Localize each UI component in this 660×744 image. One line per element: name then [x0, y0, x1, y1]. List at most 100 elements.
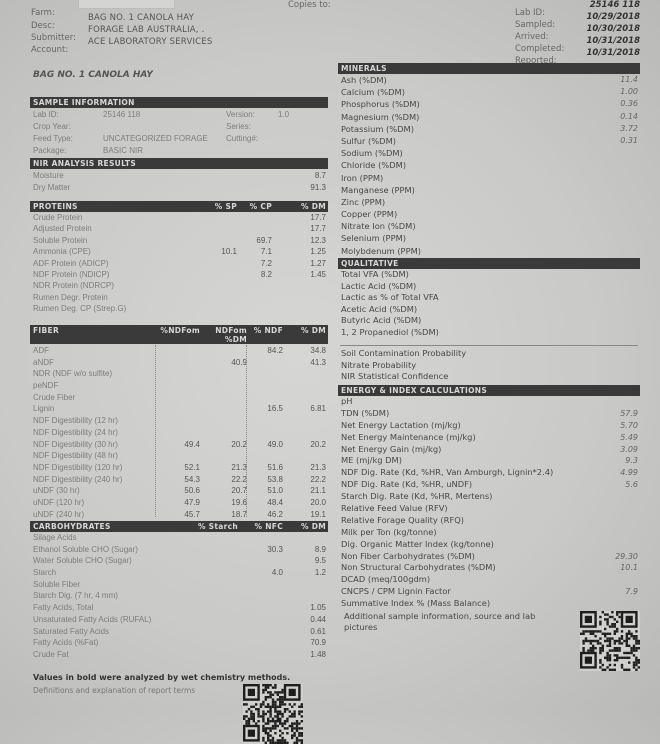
table-row: Butyric Acid (%DM) — [338, 315, 640, 327]
table-row: Non Fiber Carbohydrates (%DM) 29.30 — [338, 551, 640, 563]
header-field-arrived: Arrived: 10/30/2018 — [515, 24, 640, 43]
table-row: NDF Digestibility (24 hr) — [30, 427, 328, 439]
row-label: Unsaturated Fatty Acids (RUFAL) — [33, 614, 152, 624]
column-header: % NDF — [253, 326, 283, 335]
header-field-label: Sampled: — [515, 20, 556, 30]
row-value: 7.2 — [260, 258, 272, 268]
table-row: NDF Digestibility (240 hr) 54.3 22.2 53.8 22… — [30, 474, 328, 486]
column-header: % DM — [300, 326, 326, 335]
submitter-label: Submitter: — [31, 33, 76, 43]
row-label: Feed Type: — [33, 134, 73, 143]
table-row: Ethanol Soluble CHO (Sugar) 30.3 8.9 — [30, 544, 328, 556]
section-rows-energy: pH TDN (%DM) 57.9 Net Energy Lactation (mj/… — [338, 396, 640, 610]
row-value: 48.4 — [267, 497, 283, 507]
table-row: Soluble Protein 69.7 12.3 — [30, 235, 328, 246]
row-value: 70.9 — [310, 638, 326, 648]
row-label: uNDF (30 hr) — [33, 486, 80, 496]
table-row: Selenium (PPM) — [338, 232, 640, 244]
table-row: Moisture 8.7 — [30, 170, 328, 182]
row-value: 3.72 — [620, 123, 638, 133]
row-value: 51.6 — [267, 462, 283, 472]
row-label: NDF Digestibility (24 hr) — [33, 427, 118, 437]
row-label: Non Fiber Carbohydrates (%DM) — [341, 550, 475, 561]
row-label: peNDF — [33, 381, 59, 391]
row-label: Magnesium (%DM) — [341, 111, 420, 122]
row-value: 22.2 — [231, 474, 247, 484]
section-header-sample_info: SAMPLE INFORMATION — [30, 97, 328, 108]
definitions-link[interactable]: Definitions and explanation of report te… — [33, 686, 196, 695]
row-label: Calcium (%DM) — [341, 87, 405, 98]
row-label: ADF Protein (ADICP) — [33, 258, 109, 268]
row-label: NDF Protein (NDICP) — [33, 269, 110, 279]
row-label: NDF Dig. Rate (Kd, %HR, Van Amburgh, Lig… — [341, 467, 554, 478]
table-row: ADF Protein (ADICP) 7.2 1.27 — [30, 258, 328, 269]
row-value: 12.3 — [310, 235, 326, 245]
row-value: 20.2 — [310, 439, 326, 449]
additional-info-link[interactable]: Additional sample information, source an… — [344, 611, 536, 632]
row-value: 8.9 — [314, 544, 326, 554]
row-value: 3.09 — [620, 444, 638, 454]
row-value: 1.2 — [314, 568, 326, 578]
row-value: 11.4 — [620, 75, 638, 84]
table-row: uNDF (120 hr) 47.9 19.6 48.4 20.0 — [30, 497, 328, 509]
table-row: Feed Type: UNCATEGORIZED FORAGE Cutting#: — [30, 133, 328, 145]
row-value: 0.31 — [620, 135, 638, 145]
table-row: 1, 2 Propanediol (%DM) — [338, 327, 640, 339]
row-label: Package: — [33, 146, 67, 155]
account-value: ACE LABORATORY SERVICES — [88, 37, 213, 47]
header-field-label: Reported: — [515, 56, 557, 66]
row-label: DCAD (meq/100gdm) — [341, 574, 431, 585]
row-value: 57.9 — [620, 408, 638, 418]
table-row: CNCPS / CPM Lignin Factor 7.9 — [338, 586, 640, 598]
qr-code-icon[interactable] — [243, 684, 303, 744]
table-row: Lactic Acid (%DM) — [338, 281, 640, 293]
table-row: Fatty Acids, Total 1.05 — [30, 602, 328, 614]
row-label: Zinc (PPM) — [341, 196, 386, 207]
row-label: Fatty Acids (%Fat) — [33, 638, 99, 648]
table-row: Phosphorus (%DM) 0.36 — [338, 98, 640, 110]
table-row: Zinc (PPM) — [338, 196, 640, 208]
table-row: Net Energy Lactation (mj/kg) 5.70 — [338, 420, 640, 432]
section-rows-sample_info: Lab ID: 25146 118 Version: 1.0 Crop Year: Ser… — [30, 109, 328, 157]
section-rows-carbohydrates: Silage Acids Ethanol Soluble CHO (Sugar) 3… — [30, 532, 328, 661]
row-label: Phosphorus (%DM) — [341, 99, 420, 110]
row-value: 53.8 — [267, 474, 283, 484]
header-field-value: 10/31/2018 — [586, 48, 640, 58]
table-row: NDF Digestibility (12 hr) — [30, 415, 328, 427]
row-value: 4.0 — [271, 568, 283, 578]
desc-value: BAG NO. 1 CANOLA HAY — [88, 13, 194, 23]
section-rows-probabilities: Soil Contamination Probability Nitrate Pr… — [338, 348, 640, 383]
column-header: NDFom %DM — [215, 326, 247, 344]
row-label: Iron (PPM) — [341, 172, 384, 183]
row-label: NDF Digestibility (48 hr) — [33, 451, 118, 461]
row-value: 22.2 — [310, 474, 326, 484]
row-label: ME (mj/kg DM) — [341, 455, 402, 466]
column-header: % SP — [214, 202, 237, 211]
row-value: 5.70 — [620, 420, 638, 430]
table-row: Unsaturated Fatty Acids (RUFAL) 0.44 — [30, 614, 328, 626]
section-header-fiber: FIBER %NDFom NDFom %DM % NDF % DM — [30, 325, 328, 344]
row-value: 34.8 — [310, 346, 326, 355]
column-header: % Starch — [197, 522, 238, 531]
row-value: 91.3 — [310, 183, 326, 192]
wet-chemistry-note: Values in bold were analyzed by wet chem… — [33, 673, 291, 682]
table-row: Net Energy Maintenance (mj/kg) 5.49 — [338, 432, 640, 444]
row-label: Soluble Protein — [33, 235, 88, 245]
row-label: ADF — [33, 346, 49, 355]
account-label: Account: — [31, 45, 69, 55]
header-field-labid: Lab ID: 25146 118 — [515, 0, 640, 19]
row-value: 41.3 — [310, 357, 326, 367]
table-row: Fatty Acids (%Fat) 70.9 — [30, 637, 328, 649]
qr-code-icon[interactable] — [580, 611, 640, 671]
row-label: Sodium (%DM) — [341, 148, 403, 159]
section-header-energy: ENERGY & INDEX CALCULATIONS — [338, 385, 640, 396]
row-label: NDR (NDF w/o sulfite) — [33, 369, 113, 379]
row-value: 47.9 — [184, 497, 200, 507]
row-label: 1, 2 Propanediol (%DM) — [341, 326, 439, 337]
section-rows-proteins: Crude Protein 17.7 Adjusted Protein 17.7 Sol… — [30, 212, 328, 315]
table-row: NDF Digestibility (30 hr) 49.4 20.2 49.0 20.… — [30, 439, 328, 451]
row-label: Starch Dig. Rate (Kd, %HR, Mertens) — [341, 491, 493, 502]
table-row: Saturated Fatty Acids 0.61 — [30, 626, 328, 638]
header-field-completed: Completed: 10/31/2018 — [515, 36, 640, 55]
row-value: 50.6 — [184, 486, 200, 496]
